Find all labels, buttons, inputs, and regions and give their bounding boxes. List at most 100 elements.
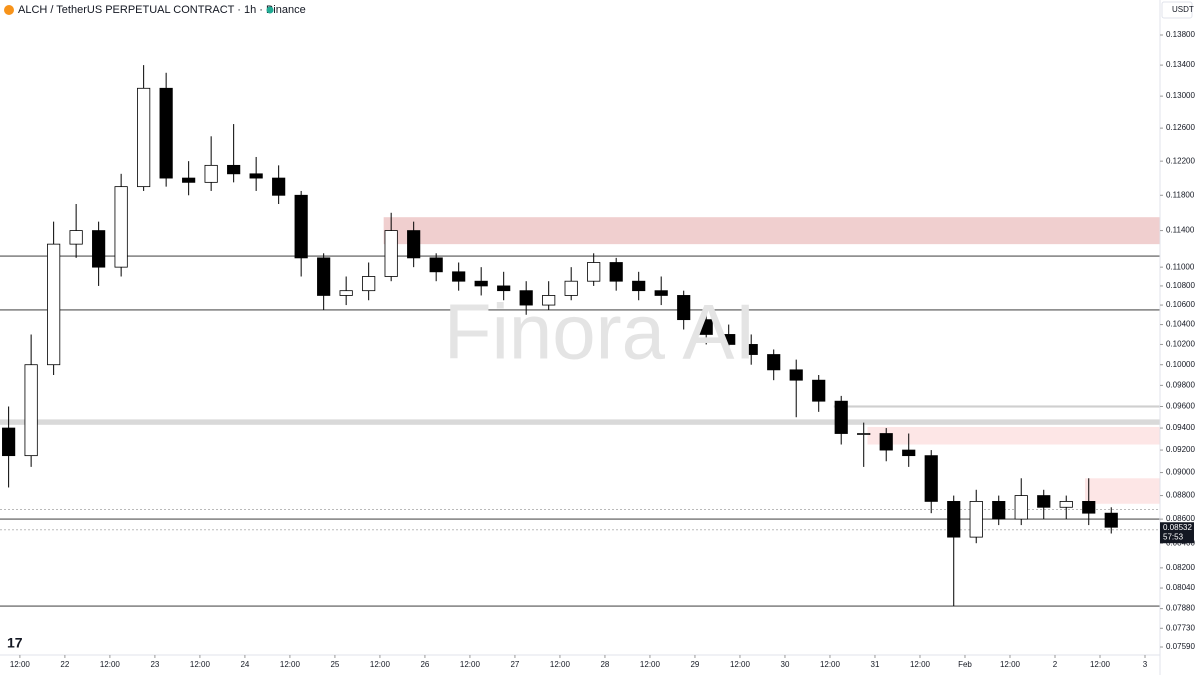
axis-bg bbox=[1161, 20, 1200, 655]
y-tick-label: 0.09800 bbox=[1166, 381, 1195, 390]
x-tick-label: 12:00 bbox=[280, 660, 301, 669]
candle-body bbox=[137, 87, 151, 188]
x-tick-label: 30 bbox=[781, 660, 790, 669]
candle-body bbox=[47, 243, 61, 366]
candle-body bbox=[677, 295, 691, 321]
x-tick-label: 12:00 bbox=[370, 660, 391, 669]
watermark: Finora AI bbox=[444, 288, 756, 376]
candle-body bbox=[902, 449, 916, 457]
zone bbox=[833, 405, 1160, 408]
currency-label: USDT bbox=[1172, 5, 1194, 14]
candle-body bbox=[834, 400, 848, 434]
x-tick-label: 29 bbox=[690, 660, 699, 669]
candle-body bbox=[407, 230, 421, 259]
plot-area bbox=[0, 65, 1160, 607]
y-tick-label: 0.09600 bbox=[1166, 402, 1195, 411]
x-tick-label: 12:00 bbox=[10, 660, 31, 669]
currency-box[interactable] bbox=[1161, 1, 1193, 19]
x-tick-label: 24 bbox=[240, 660, 249, 669]
y-tick-label: 0.09200 bbox=[1166, 445, 1195, 454]
y-tick-label: 0.13800 bbox=[1166, 30, 1195, 39]
x-tick-label: 12:00 bbox=[820, 660, 841, 669]
candle-body bbox=[452, 271, 466, 282]
candle-body bbox=[654, 290, 668, 296]
candle-body bbox=[497, 285, 511, 292]
candle-body bbox=[1104, 512, 1118, 528]
candle-body bbox=[609, 262, 623, 282]
y-tick-label: 0.11400 bbox=[1166, 226, 1195, 235]
y-tick-label: 0.11800 bbox=[1166, 190, 1195, 199]
zone bbox=[867, 426, 1160, 445]
candle-body bbox=[632, 280, 646, 292]
y-tick-label: 0.12600 bbox=[1166, 123, 1195, 132]
candle-body bbox=[362, 276, 376, 292]
zone bbox=[0, 419, 1160, 425]
candle-body bbox=[1014, 495, 1028, 520]
y-tick-label: 0.07880 bbox=[1166, 604, 1195, 613]
svg-text:17: 17 bbox=[7, 635, 23, 651]
zone bbox=[383, 217, 1160, 245]
candle-body bbox=[992, 501, 1006, 520]
last-price-label: 0.08532 bbox=[1163, 523, 1192, 532]
candle-body bbox=[519, 290, 533, 306]
tv-logo: 17 bbox=[7, 635, 23, 651]
x-tick-label: 27 bbox=[510, 660, 519, 669]
x-tick-label: 12:00 bbox=[460, 660, 481, 669]
x-tick-label: 12:00 bbox=[190, 660, 211, 669]
candle-body bbox=[272, 177, 286, 196]
countdown: 57:53 bbox=[1163, 532, 1184, 541]
x-tick-label: 26 bbox=[420, 660, 429, 669]
candle-body bbox=[969, 501, 983, 538]
x-tick-label: 23 bbox=[150, 660, 159, 669]
candle-body bbox=[317, 257, 331, 296]
chart-title: ALCH / TetherUS PERPETUAL CONTRACT · 1h … bbox=[18, 4, 306, 16]
candle-body bbox=[339, 290, 353, 296]
candle-body bbox=[204, 164, 218, 183]
x-tick-label: 31 bbox=[871, 660, 880, 669]
y-tick-label: 0.10600 bbox=[1166, 300, 1195, 309]
candle-body bbox=[2, 427, 16, 457]
candle-body bbox=[947, 501, 961, 538]
y-tick-label: 0.13400 bbox=[1166, 60, 1195, 69]
y-tick-label: 0.07730 bbox=[1166, 623, 1195, 632]
x-tick-label: 12:00 bbox=[1090, 660, 1111, 669]
candle-body bbox=[767, 354, 781, 371]
y-tick-label: 0.10400 bbox=[1166, 320, 1195, 329]
candle-body bbox=[1037, 495, 1051, 508]
candle-body bbox=[92, 230, 106, 268]
candle-body bbox=[542, 295, 556, 306]
candle-body bbox=[924, 455, 938, 502]
y-tick-label: 0.10000 bbox=[1166, 360, 1195, 369]
candle-body bbox=[249, 173, 263, 179]
candle-body bbox=[564, 280, 578, 296]
x-tick-label: 12:00 bbox=[550, 660, 571, 669]
candle-body bbox=[474, 280, 488, 287]
y-tick-label: 0.10800 bbox=[1166, 281, 1195, 290]
y-tick-label: 0.12200 bbox=[1166, 156, 1195, 165]
y-tick-label: 0.11000 bbox=[1166, 262, 1195, 271]
y-tick-label: 0.08040 bbox=[1166, 583, 1195, 592]
candle-body bbox=[789, 369, 803, 381]
x-tick-label: Feb bbox=[958, 660, 972, 669]
candle-body bbox=[879, 433, 893, 451]
x-tick-label: 3 bbox=[1143, 660, 1148, 669]
x-tick-label: 12:00 bbox=[1000, 660, 1021, 669]
x-tick-label: 12:00 bbox=[910, 660, 931, 669]
candle-body bbox=[227, 164, 241, 175]
candle-body bbox=[699, 319, 713, 335]
zone bbox=[1084, 478, 1160, 504]
candle-body bbox=[744, 344, 758, 355]
x-tick-label: 25 bbox=[330, 660, 339, 669]
candle-body bbox=[384, 230, 398, 277]
price-axis: 0.13800 0.13400 0.13000 0.12600 0.12200 0.118… bbox=[1160, 20, 1200, 655]
candle-body bbox=[812, 379, 826, 402]
x-tick-label: 12:00 bbox=[730, 660, 751, 669]
candle-body bbox=[722, 334, 736, 345]
x-tick-label: 12:00 bbox=[100, 660, 121, 669]
candle-body bbox=[114, 186, 128, 268]
y-tick-label: 0.08600 bbox=[1166, 514, 1195, 523]
last-price-box bbox=[1160, 522, 1194, 544]
candle-body bbox=[159, 87, 173, 179]
